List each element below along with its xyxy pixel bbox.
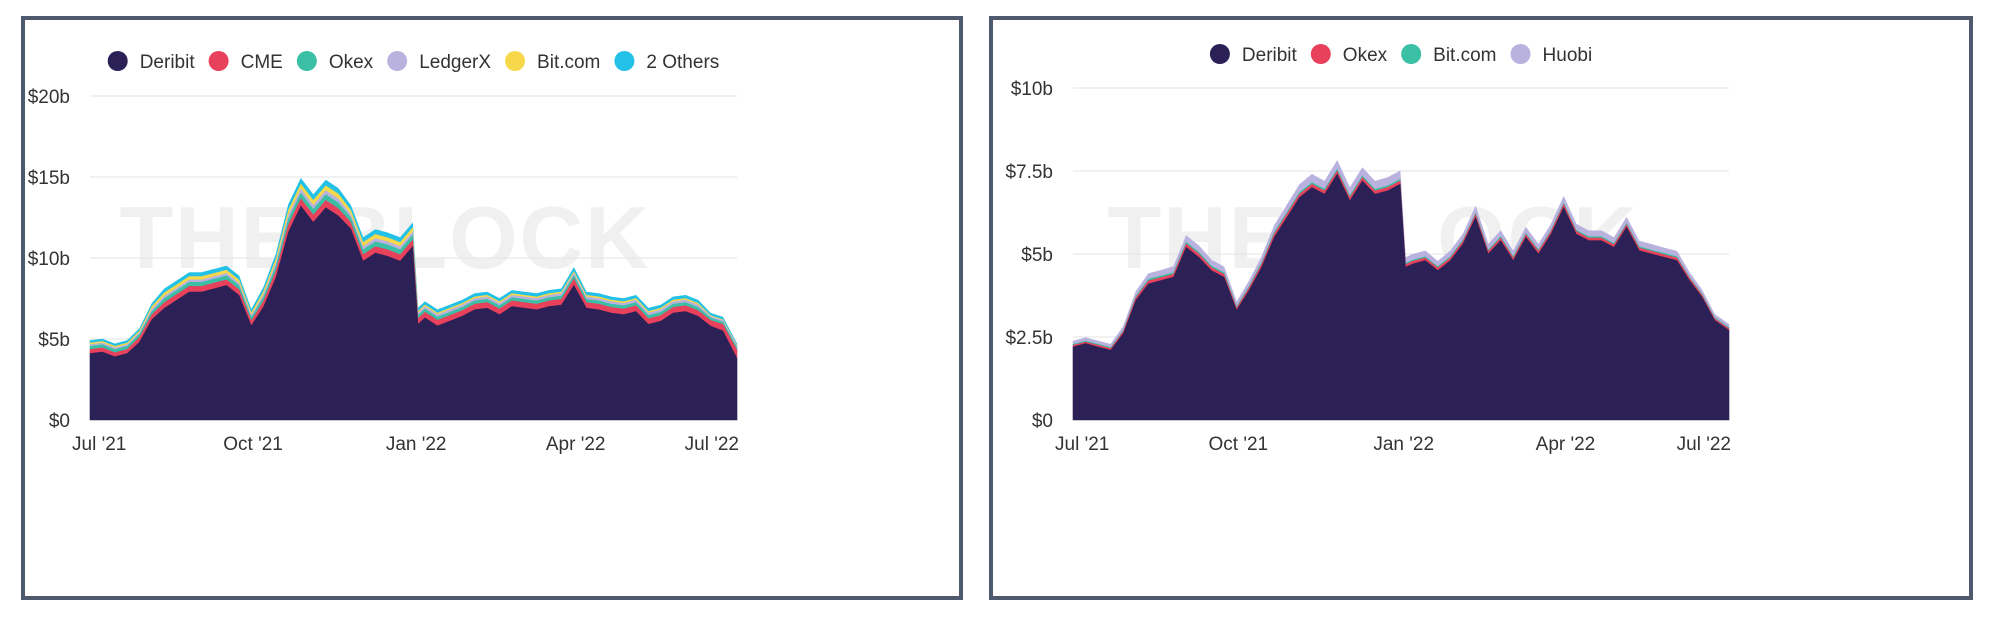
legend-label: CME [241, 52, 283, 73]
x-tick-label: Apr '22 [546, 434, 606, 455]
legend-label: Bit.com [537, 52, 600, 73]
legend-item-bit-com[interactable]: Bit.com [505, 51, 600, 73]
y-tick-label: $10b [28, 249, 70, 270]
legend-item-ledgerx[interactable]: LedgerX [387, 51, 491, 73]
legend-label: Okex [1343, 45, 1388, 66]
legend-label: Deribit [140, 52, 196, 73]
x-tick-label: Jul '22 [685, 434, 739, 455]
x-tick-label: Jul '21 [72, 434, 126, 455]
legend-swatch [1401, 44, 1422, 64]
legend-item-okex[interactable]: Okex [1310, 44, 1388, 66]
legend-swatch [107, 51, 128, 71]
legend-swatch [208, 51, 229, 71]
legend-label: Deribit [1242, 45, 1298, 66]
legend: Deribit Okex Bit.com Huobi [1209, 44, 1593, 66]
legend-swatch [296, 51, 317, 71]
legend-label: Okex [329, 52, 374, 73]
y-tick-label: $10b [1011, 79, 1053, 100]
legend-label: Bit.com [1433, 45, 1496, 66]
x-tick-label: Jan '22 [1373, 434, 1434, 455]
legend-swatch [1209, 44, 1230, 64]
legend-item-huobi[interactable]: Huobi [1510, 44, 1593, 66]
legend-label: 2 Others [646, 52, 719, 73]
legend-swatch [1310, 44, 1331, 64]
y-tick-label: $7.5b [1005, 162, 1053, 183]
legend-item-deribit[interactable]: Deribit [107, 51, 196, 73]
legend-swatch [1510, 44, 1531, 64]
legend: Deribit CME Okex LedgerX Bit.com 2 Others [107, 51, 719, 73]
y-tick-label: $0 [49, 411, 70, 432]
y-tick-label: $0 [1032, 411, 1053, 432]
x-tick-label: Jan '22 [386, 434, 447, 455]
x-tick-label: Apr '22 [1536, 434, 1596, 455]
y-tick-label: $5b [38, 330, 70, 351]
series-area-deribit [89, 205, 738, 421]
y-tick-label: $20b [28, 87, 70, 108]
legend-label: Huobi [1543, 45, 1593, 66]
legend-item-deribit[interactable]: Deribit [1209, 44, 1298, 66]
x-tick-label: Jul '21 [1055, 434, 1109, 455]
y-tick-label: $15b [28, 168, 70, 189]
legend-label: LedgerX [419, 52, 491, 73]
legend-item-cme[interactable]: CME [208, 51, 283, 73]
y-tick-label: $5b [1021, 245, 1053, 266]
x-tick-label: Oct '21 [223, 434, 283, 455]
legend-swatch [505, 51, 526, 71]
x-tick-label: Jul '22 [1677, 434, 1731, 455]
y-tick-label: $2.5b [1005, 328, 1053, 349]
legend-swatch [387, 51, 408, 71]
legend-item-bit-com[interactable]: Bit.com [1401, 44, 1497, 66]
series-area-deribit [1072, 173, 1730, 421]
legend-item-2-others[interactable]: 2 Others [614, 51, 719, 73]
legend-swatch [614, 51, 635, 71]
legend-item-okex[interactable]: Okex [296, 51, 374, 73]
x-tick-label: Oct '21 [1209, 434, 1269, 455]
